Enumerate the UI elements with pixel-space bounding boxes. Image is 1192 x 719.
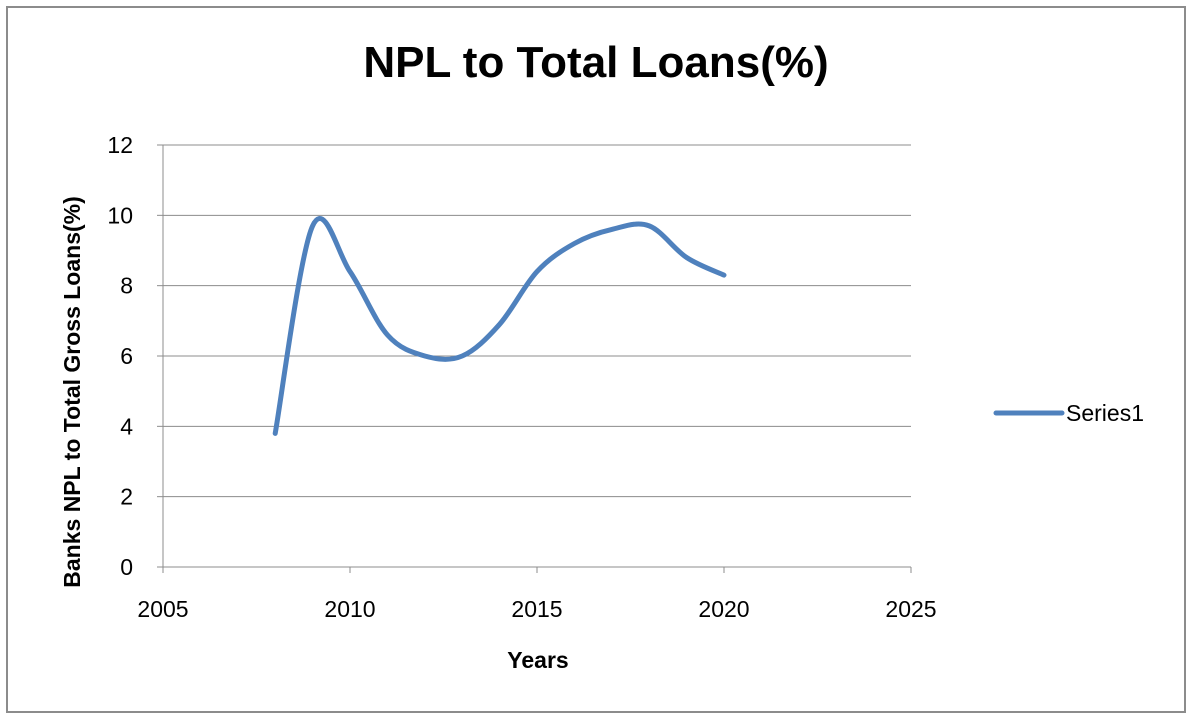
- y-tick-label: 2: [120, 484, 133, 510]
- legend: Series1: [993, 400, 1144, 426]
- y-tick-label: 0: [120, 554, 133, 580]
- x-axis-label: Years: [507, 647, 568, 673]
- y-tick-label: 12: [107, 132, 133, 158]
- x-tick-label: 2005: [137, 596, 188, 622]
- chart-title: NPL to Total Loans(%): [363, 38, 829, 87]
- y-tick-labels: 0 2 4 6 8 10 12: [107, 132, 133, 580]
- series-group: [272, 216, 727, 436]
- series-line-series1: [272, 216, 727, 436]
- x-tick-label: 2020: [698, 596, 749, 622]
- y-axis-label: Banks NPL to Total Gross Loans(%): [59, 196, 85, 587]
- y-tick-label: 10: [107, 202, 133, 228]
- gridlines: [163, 144, 911, 498]
- x-tick-label: 2015: [511, 596, 562, 622]
- y-tick-label: 4: [120, 413, 133, 439]
- x-tick-label: 2025: [885, 596, 936, 622]
- axes: [157, 144, 912, 573]
- y-tick-label: 8: [120, 273, 133, 299]
- y-tick-label: 6: [120, 343, 133, 369]
- chart-frame: [6, 6, 1186, 713]
- legend-label-series1: Series1: [1066, 400, 1144, 426]
- x-tick-label: 2010: [324, 596, 375, 622]
- x-tick-labels: 2005 2010 2015 2020 2025: [137, 596, 936, 622]
